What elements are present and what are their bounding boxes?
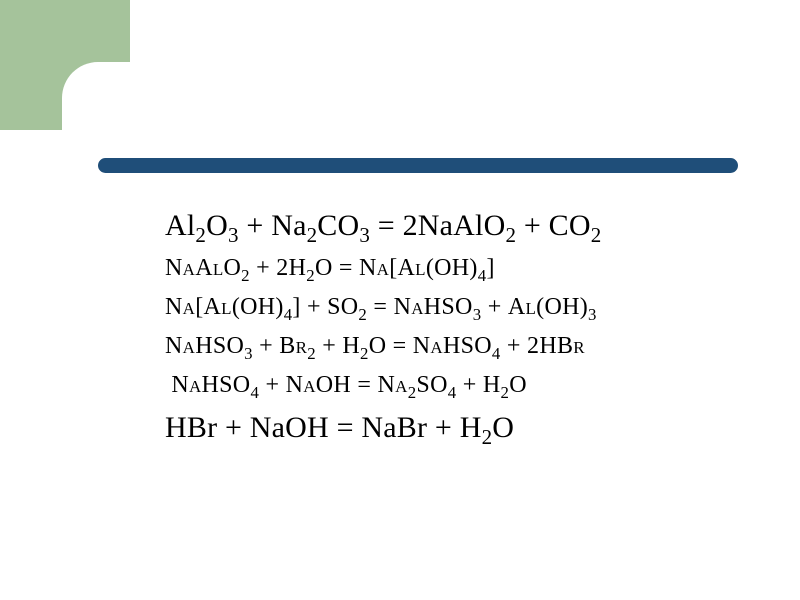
equation-2: NaAlO2 + 2H2O = Na[Al(OH)4] [165, 256, 725, 281]
equations-list: Al2O3 + Na2CO3 = 2NaAlO2 + CO2 NaAlO2 + … [165, 210, 725, 458]
slide: Al2O3 + Na2CO3 = 2NaAlO2 + CO2 NaAlO2 + … [0, 0, 800, 600]
equation-4: NaHSO3 + Br2 + H2O = NaHSO4 + 2HBr [165, 334, 725, 359]
title-underline-bar [98, 158, 738, 173]
corner-decoration-notch [62, 62, 172, 172]
equation-6: HBr + NaOH = NaBr + H2O [165, 412, 725, 444]
equation-3: Na[Al(OH)4] + SO2 = NaHSO3 + Al(OH)3 [165, 295, 725, 320]
equation-1: Al2O3 + Na2CO3 = 2NaAlO2 + CO2 [165, 210, 725, 242]
equation-5: NaHSO4 + NaOH = Na2SO4 + H2O [165, 373, 725, 398]
